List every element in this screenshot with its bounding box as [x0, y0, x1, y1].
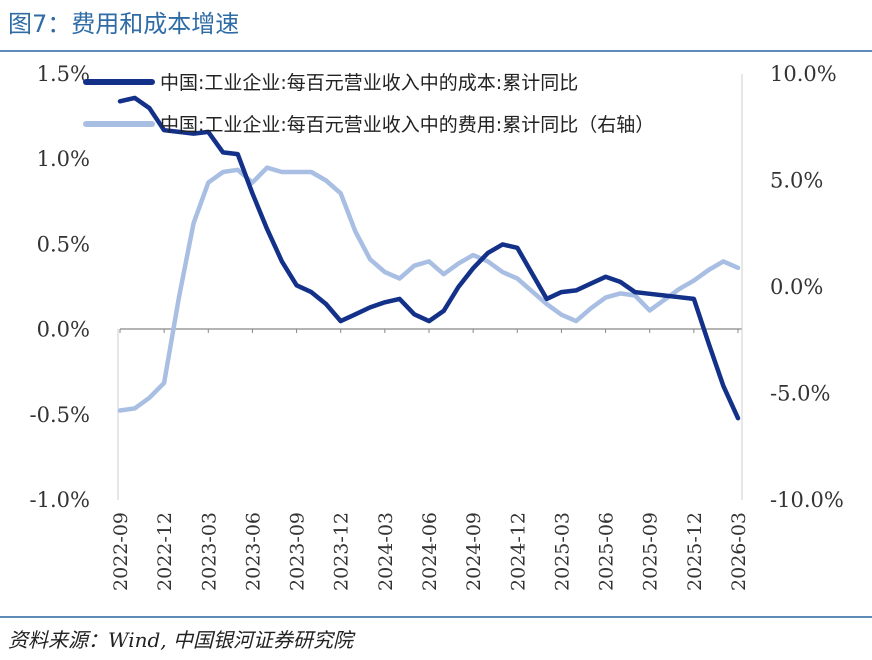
source-note: 资料来源：Wind, 中国银河证券研究院 [8, 628, 353, 652]
axes-layer: 1.5% 1.0% 0.5% 0.0% -0.5% -1.0% 10.0% 5.0% 0.0% -… [30, 62, 844, 591]
right-y-tick-label: 10.0% [770, 62, 837, 86]
x-tick-label: 2022-09 [110, 512, 132, 591]
x-tick-label: 2025-03 [551, 512, 573, 591]
legend-label-cost: 中国:工业企业:每百元营业收入中的成本:累计同比 [160, 72, 578, 94]
title-rule [0, 50, 872, 52]
figure-title: 图7：费用和成本增速 [8, 10, 240, 38]
legend: 中国:工业企业:每百元营业收入中的成本:累计同比中国:工业企业:每百元营业收入中… [83, 72, 654, 136]
x-tick-label: 2023-12 [331, 512, 353, 591]
x-tick-label: 2024-03 [375, 512, 397, 591]
left-y-tick-label: -0.5% [30, 403, 90, 427]
source-rule [0, 616, 872, 618]
x-tick-label: 2025-12 [684, 512, 706, 591]
right-y-tick-label: -10.0% [770, 488, 844, 512]
x-tick-label: 2025-09 [640, 512, 662, 591]
legend-label-expense: 中国:工业企业:每百元营业收入中的费用:累计同比（右轴） [160, 114, 654, 136]
x-tick-label: 2024-12 [507, 512, 529, 591]
series-layer [117, 95, 741, 421]
x-tick-label: 2023-09 [287, 512, 309, 591]
x-tick-label: 2023-03 [198, 512, 220, 591]
left-y-tick-label: 1.0% [37, 147, 90, 171]
left-y-tick-label: -1.0% [30, 488, 90, 512]
right-y-tick-label: -5.0% [770, 382, 830, 406]
series-line-expense [117, 165, 741, 413]
right-y-tick-label: 5.0% [770, 169, 823, 193]
x-tick-label: 2025-06 [596, 512, 618, 591]
series-line-cost [117, 95, 741, 421]
x-tick-label: 2023-06 [242, 512, 264, 591]
left-y-tick-label: 0.5% [37, 232, 90, 256]
left-y-tick-label: 1.5% [37, 62, 90, 86]
x-tick-label: 2024-06 [419, 512, 441, 591]
right-y-tick-label: 0.0% [770, 275, 823, 299]
x-tick-label: 2026-03 [728, 512, 750, 591]
line-chart: 1.5% 1.0% 0.5% 0.0% -0.5% -1.0% 10.0% 5.0% 0.0% -… [30, 62, 844, 591]
left-y-tick-label: 0.0% [37, 318, 90, 342]
x-tick-label: 2024-09 [463, 512, 485, 591]
x-tick-label: 2022-12 [154, 512, 176, 591]
